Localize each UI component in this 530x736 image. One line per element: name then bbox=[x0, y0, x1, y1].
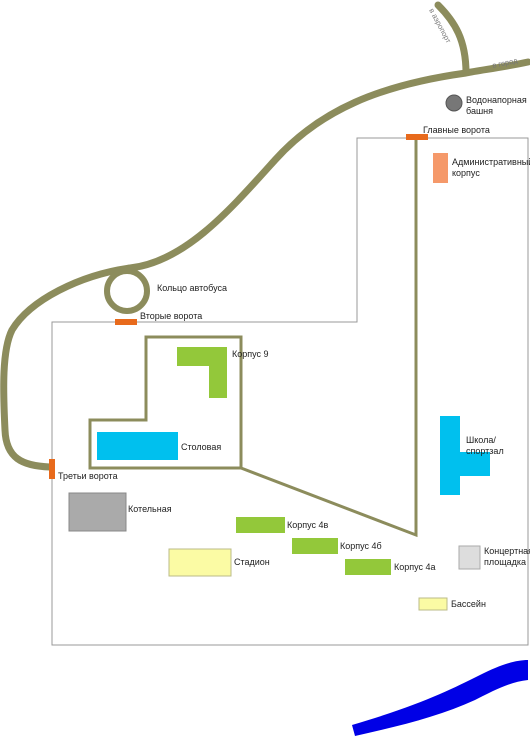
korpus-9-label: Корпус 9 bbox=[232, 349, 269, 359]
bus-ring bbox=[104, 268, 150, 314]
stadium bbox=[168, 548, 232, 577]
second-gate bbox=[115, 319, 137, 325]
inner-loop-path bbox=[88, 335, 243, 470]
inner-path-main bbox=[240, 138, 418, 538]
school-label: Школа/ спортзал bbox=[466, 435, 504, 456]
pool-label: Бассейн bbox=[451, 599, 486, 609]
korpus-4v-label: Корпус 4в bbox=[287, 520, 329, 530]
korpus-4b-label: Корпус 4б bbox=[340, 541, 382, 551]
stadium-label: Стадион bbox=[234, 557, 270, 567]
canteen-building bbox=[97, 432, 178, 460]
third-gate-label: Третьи ворота bbox=[58, 471, 118, 481]
admin-building bbox=[433, 153, 448, 183]
admin-label: Административный корпус bbox=[452, 157, 530, 178]
water-tower-label: Водонапорная башня bbox=[466, 95, 529, 116]
campus-fence bbox=[51, 137, 529, 646]
main-gate bbox=[406, 134, 428, 140]
concert-area bbox=[458, 545, 481, 570]
main-road bbox=[0, 1, 530, 471]
pool bbox=[418, 597, 448, 611]
school-building bbox=[440, 416, 490, 495]
korpus-4v-building bbox=[236, 517, 285, 533]
korpus-4a-label: Корпус 4а bbox=[394, 562, 436, 572]
canteen-label: Столовая bbox=[181, 442, 221, 452]
main-gate-label: Главные ворота bbox=[423, 125, 490, 135]
korpus-4a-building bbox=[345, 559, 391, 575]
river-ushayka bbox=[352, 660, 528, 736]
second-gate-label: Вторые ворота bbox=[140, 311, 202, 321]
korpus-4b-building bbox=[292, 538, 338, 554]
boiler-label: Котельная bbox=[128, 504, 172, 514]
water-tower bbox=[445, 94, 463, 112]
korpus-9-building bbox=[177, 347, 227, 398]
bus-ring-label: Кольцо автобуса bbox=[157, 283, 227, 293]
concert-label: Концертная площадка bbox=[484, 546, 530, 567]
boiler-building bbox=[68, 492, 127, 532]
third-gate bbox=[49, 459, 55, 479]
